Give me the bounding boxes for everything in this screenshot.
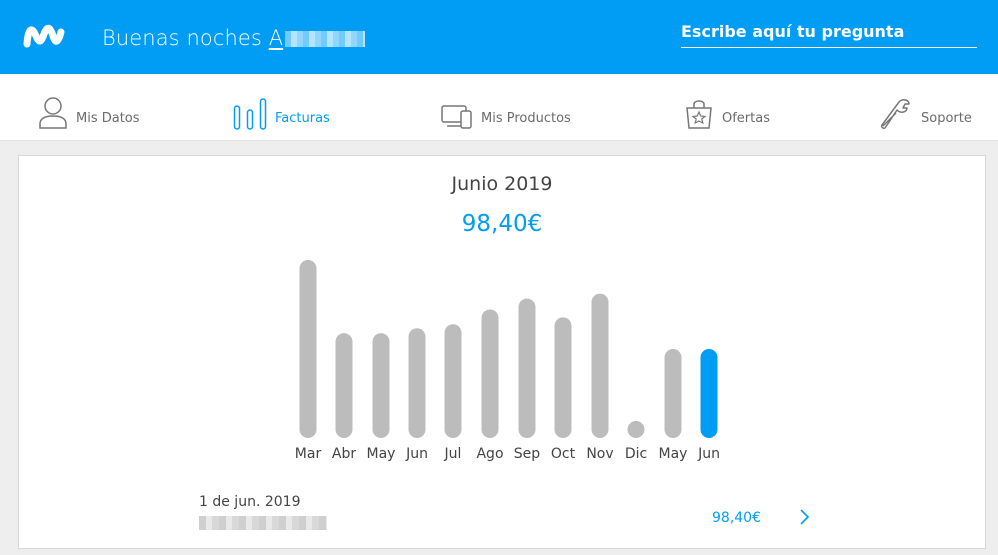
chart-bar-may[interactable] <box>372 333 390 438</box>
chart-bar-jun[interactable] <box>700 349 718 438</box>
nav-item-facturas[interactable]: Facturas <box>233 86 330 130</box>
chart-tick-label: Jun <box>697 446 720 462</box>
shopping-bag-star-icon <box>686 100 712 129</box>
chart-tick-label: Sep <box>514 446 541 462</box>
user-icon <box>39 97 67 129</box>
user-name-link[interactable]: A <box>268 26 366 50</box>
invoices-bar-chart: Mar Abr May Jun Jul Ago Sep Oct Nov Dic May Jun <box>295 260 720 462</box>
chart-bar-sep[interactable] <box>518 298 536 438</box>
chart-tick-label: Dic <box>625 446 647 462</box>
redacted-bill-id <box>199 516 327 530</box>
chart-tick-label: Oct <box>551 446 576 462</box>
nav-item-mis-productos[interactable]: Mis Productos <box>441 86 571 130</box>
chart-bar-mar[interactable] <box>299 260 317 438</box>
nav-label: Facturas <box>275 111 330 126</box>
chart-bar-nov[interactable] <box>591 293 609 438</box>
bill-amount: 98,40€ <box>712 510 761 526</box>
chart-bar-ago[interactable] <box>481 309 499 438</box>
chart-tick-label: Jul <box>444 446 462 462</box>
chart-tick-label: May <box>659 446 688 462</box>
redacted-name <box>285 31 366 47</box>
user-initial: A <box>268 26 284 50</box>
selected-month-title: Junio 2019 <box>451 173 553 195</box>
nav-item-ofertas[interactable]: Ofertas <box>684 86 770 130</box>
chart-tick-label: Ago <box>476 446 503 462</box>
chart-bar-jul[interactable] <box>444 324 462 438</box>
invoices-card: Junio 2019 98,40€ Mar Abr May Jun Jul Ago Sep O… <box>18 155 986 549</box>
nav-label: Soporte <box>921 111 972 126</box>
chart-bar-dic[interactable] <box>627 421 645 438</box>
chart-bar-jun[interactable] <box>408 328 426 438</box>
nav-item-mis-datos[interactable]: Mis Datos <box>38 86 140 130</box>
chevron-right-icon[interactable] <box>797 507 813 527</box>
top-header: Buenas noches A Escribe aquí tu pregunta <box>0 0 998 74</box>
nav-label: Mis Productos <box>481 111 571 126</box>
chart-bar-oct[interactable] <box>554 317 572 438</box>
greeting-text: Buenas noches A <box>102 26 366 50</box>
nav-item-soporte[interactable]: Soporte <box>879 86 972 130</box>
chart-bar-may[interactable] <box>664 349 682 438</box>
main-nav: Mis Datos Facturas Mis Productos Ofertas… <box>0 74 998 141</box>
devices-icon <box>441 105 472 129</box>
search-input[interactable]: Escribe aquí tu pregunta <box>681 22 977 48</box>
chart-tick-label: Jun <box>405 446 428 462</box>
wrench-icon <box>881 99 910 129</box>
bar-chart-icon <box>233 98 267 130</box>
nav-label: Mis Datos <box>76 111 140 126</box>
greeting-label: Buenas noches <box>102 26 262 50</box>
chart-bar-abr[interactable] <box>335 333 353 438</box>
chart-tick-label: Nov <box>586 446 613 462</box>
selected-month-amount: 98,40€ <box>461 211 543 237</box>
chart-tick-label: Mar <box>295 446 322 462</box>
nav-label: Ofertas <box>722 111 770 126</box>
bill-date: 1 de jun. 2019 <box>199 494 301 510</box>
chart-tick-label: May <box>367 446 396 462</box>
movistar-logo-icon[interactable] <box>22 20 66 50</box>
chart-tick-label: Abr <box>332 446 356 462</box>
